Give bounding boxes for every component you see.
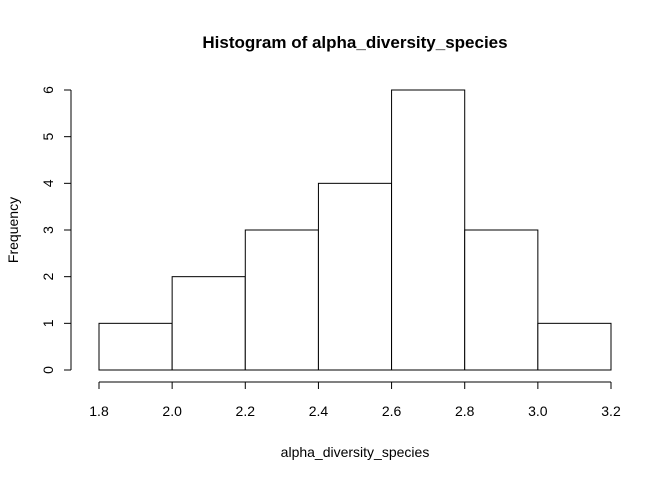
x-tick-label-0: 1.8 (89, 403, 109, 419)
bars-group (98, 89, 612, 371)
y-tick-label-0: 0 (40, 366, 56, 374)
histogram-bar-2 (244, 229, 319, 371)
histogram-bar-5 (464, 229, 539, 371)
histogram-bar-4 (391, 89, 466, 371)
y-tick-label-5: 5 (40, 133, 56, 141)
x-axis-label: alpha_diversity_species (281, 444, 430, 460)
y-tick-label-2: 2 (40, 273, 56, 281)
y-tick-label-4: 4 (40, 179, 56, 187)
x-tick-label-7: 3.2 (601, 403, 621, 419)
x-axis: 1.8 2.0 2.2 2.4 2.6 2.8 3.0 3.2 (89, 381, 621, 419)
y-tick-label-1: 1 (40, 319, 56, 327)
x-tick-label-3: 2.4 (309, 403, 329, 419)
histogram-bar-0 (98, 322, 173, 371)
y-tick-label-6: 6 (40, 86, 56, 94)
x-tick-label-2: 2.2 (236, 403, 256, 419)
histogram-bar-3 (317, 182, 393, 371)
x-tick-label-1: 2.0 (162, 403, 182, 419)
histogram-bar-1 (171, 276, 246, 371)
x-tick-label-6: 3.0 (528, 403, 548, 419)
y-axis: 0 1 2 3 4 5 6 (40, 86, 72, 374)
y-axis-label: Frequency (5, 197, 21, 263)
x-tick-label-5: 2.8 (455, 403, 475, 419)
x-tick-label-4: 2.6 (382, 403, 402, 419)
chart-title: Histogram of alpha_diversity_species (202, 33, 507, 52)
histogram-bar-6 (537, 322, 612, 371)
y-tick-label-3: 3 (40, 226, 56, 234)
